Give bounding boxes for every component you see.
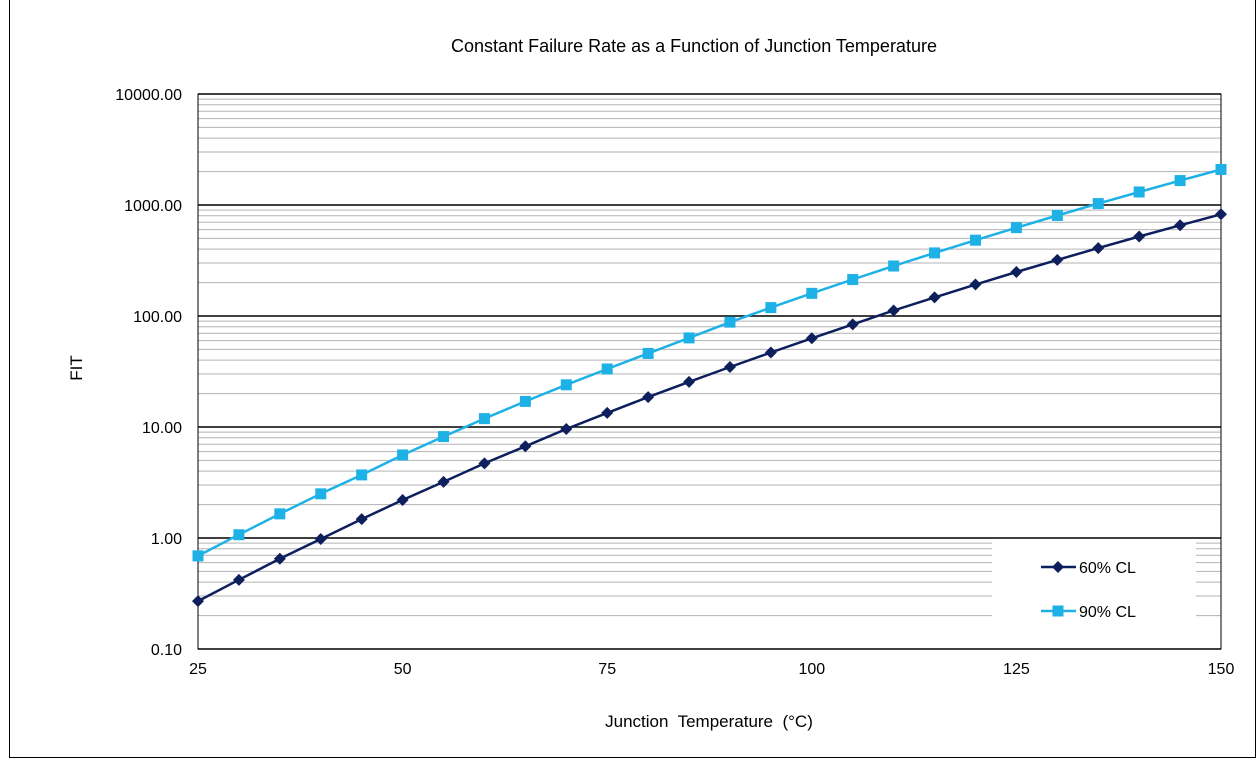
- data-point-series-2: [1215, 163, 1227, 175]
- y-axis-label: FIT: [67, 355, 86, 381]
- legend-label: 90% CL: [1079, 604, 1136, 621]
- legend-label: 60% CL: [1079, 560, 1136, 577]
- data-point-series-2: [969, 234, 981, 246]
- data-point-series-2: [356, 469, 368, 481]
- legend: 60% CL 90% CL: [992, 542, 1196, 640]
- x-tick-label: 50: [394, 661, 412, 678]
- data-point-series-1: [764, 346, 777, 359]
- data-point-series-1: [478, 457, 491, 470]
- y-tick-label: 10000.00: [115, 87, 182, 104]
- data-point-series-2: [233, 529, 245, 541]
- series-line-1: [197, 213, 1222, 603]
- y-tick-label: 100.00: [133, 309, 182, 326]
- data-point-series-2: [601, 363, 613, 375]
- series-lines: [197, 168, 1222, 603]
- data-point-series-1: [642, 391, 655, 404]
- data-point-series-2: [519, 395, 531, 407]
- data-point-series-1: [683, 375, 696, 388]
- data-point-series-2: [765, 302, 777, 314]
- data-point-series-1: [1051, 253, 1064, 266]
- data-point-series-2: [888, 260, 900, 272]
- data-point-series-1: [273, 552, 286, 565]
- data-point-series-1: [1174, 219, 1187, 232]
- data-point-series-2: [274, 508, 286, 520]
- y-tick-label: 10.00: [142, 420, 182, 437]
- x-axis-tick-labels: 25 50 75 100 125 150: [189, 661, 1234, 678]
- data-point-series-1: [805, 332, 818, 345]
- data-point-series-1: [887, 304, 900, 317]
- x-axis-label: Junction Temperature (°C): [605, 712, 813, 731]
- data-point-series-1: [1092, 242, 1105, 255]
- data-point-series-1: [969, 278, 982, 291]
- data-point-series-2: [806, 287, 818, 299]
- chart-title: Constant Failure Rate as a Function of J…: [451, 36, 937, 56]
- data-point-series-1: [437, 475, 450, 488]
- legend-marker: [1052, 605, 1064, 617]
- x-tick-label: 25: [189, 661, 207, 678]
- data-point-series-1: [232, 573, 245, 586]
- data-point-series-1: [1133, 230, 1146, 243]
- data-point-series-2: [315, 488, 327, 500]
- series-line-2: [197, 168, 1222, 558]
- data-point-series-1: [601, 406, 614, 419]
- data-point-series-1: [1215, 208, 1227, 221]
- data-point-series-1: [519, 440, 532, 453]
- y-tick-label: 0.10: [151, 642, 182, 659]
- data-point-series-2: [1092, 198, 1104, 210]
- x-tick-label: 125: [1003, 661, 1030, 678]
- data-point-series-2: [1051, 209, 1063, 221]
- data-point-series-2: [642, 347, 654, 359]
- data-point-series-1: [355, 513, 368, 526]
- data-point-series-1: [192, 595, 204, 608]
- data-point-series-2: [192, 550, 204, 562]
- data-point-series-2: [1174, 175, 1186, 187]
- legend-marker: [1052, 561, 1064, 573]
- y-tick-label: 1000.00: [124, 198, 182, 215]
- data-point-series-1: [928, 291, 941, 304]
- y-axis-tick-labels: 0.10 1.00 10.00 100.00 1000.00 10000.00: [115, 87, 182, 659]
- data-point-series-2: [397, 449, 409, 461]
- x-tick-label: 150: [1208, 661, 1235, 678]
- data-point-series-2: [438, 431, 450, 443]
- chart-frame: [9, 0, 1256, 758]
- data-point-series-1: [314, 532, 327, 545]
- x-tick-label: 100: [798, 661, 825, 678]
- plot-area: [197, 93, 1222, 650]
- data-point-series-2: [683, 332, 695, 344]
- x-tick-label: 75: [598, 661, 616, 678]
- series-markers: [192, 163, 1227, 608]
- data-point-series-2: [847, 274, 859, 286]
- data-point-series-2: [560, 379, 572, 391]
- data-point-series-1: [396, 493, 409, 506]
- data-point-series-2: [1133, 186, 1145, 198]
- data-point-series-2: [478, 413, 490, 425]
- legend-box: [992, 542, 1196, 640]
- data-point-series-2: [1010, 222, 1022, 234]
- data-point-series-1: [560, 422, 573, 435]
- y-tick-label: 1.00: [151, 531, 182, 548]
- data-point-series-2: [929, 247, 941, 259]
- data-point-series-2: [724, 316, 736, 328]
- data-point-series-1: [846, 318, 859, 331]
- data-point-series-1: [723, 361, 736, 374]
- data-point-series-1: [1010, 266, 1023, 279]
